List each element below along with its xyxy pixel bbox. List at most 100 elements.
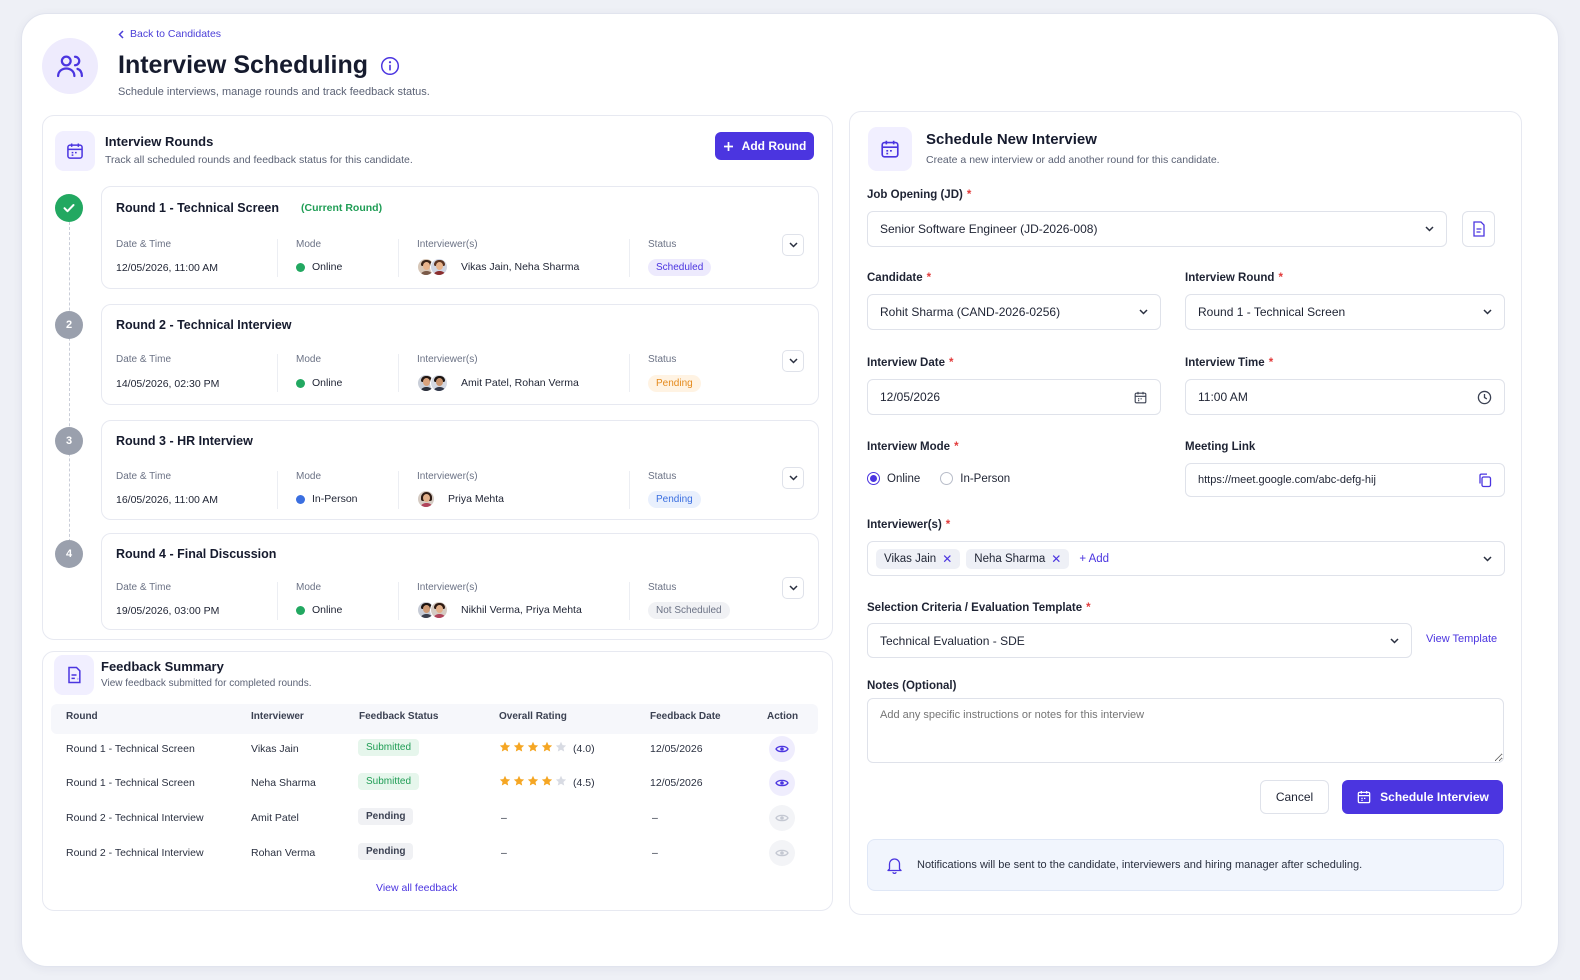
notes-label: Notes (Optional) — [867, 680, 957, 692]
view-template-link[interactable]: View Template — [1426, 633, 1498, 645]
round-card-3[interactable]: Round 3 - HR Interview Date & Time 16/05… — [101, 420, 819, 520]
round-interviewers: Nikhil Verma, Priya Mehta — [417, 601, 582, 619]
round-card-4[interactable]: Round 4 - Final Discussion Date & Time 1… — [101, 533, 819, 630]
col-action: Action — [767, 711, 799, 722]
mode-online-radio[interactable]: Online — [867, 472, 920, 485]
star-filled-icon — [541, 775, 553, 786]
users-icon — [42, 38, 98, 94]
eye-icon — [775, 814, 789, 822]
col-interviewer: Interviewer — [251, 711, 304, 722]
plus-icon — [723, 141, 734, 152]
copy-icon[interactable] — [1478, 472, 1492, 488]
chevron-down-icon — [788, 475, 798, 481]
interview-date-value: 12/05/2026 — [880, 390, 941, 404]
schedule-title: Schedule New Interview — [926, 131, 1097, 148]
mode-text: Online — [312, 377, 343, 389]
remove-chip-icon[interactable]: ✕ — [942, 551, 953, 566]
job-opening-value: Senior Software Engineer (JD-2026-008) — [880, 222, 1098, 236]
evaluation-template-select[interactable]: Technical Evaluation - SDE — [867, 623, 1412, 658]
cancel-button[interactable]: Cancel — [1260, 780, 1329, 814]
online-dot — [296, 605, 305, 615]
interview-date-input[interactable]: 12/05/2026 — [867, 379, 1161, 415]
avatar — [430, 601, 448, 619]
round-title: Round 1 - Technical Screen (Current Roun… — [116, 201, 382, 215]
rounds-title: Interview Rounds — [105, 134, 214, 149]
interview-time-label: Interview Time * — [1185, 357, 1274, 369]
col-feedback-status: Feedback Status — [359, 711, 439, 722]
divider — [398, 239, 399, 277]
status-badge: Pending — [648, 375, 701, 392]
view-feedback-button[interactable] — [769, 770, 795, 796]
schedule-interview-button[interactable]: Schedule Interview — [1342, 780, 1503, 814]
row-date: 12/05/2026 — [650, 743, 703, 755]
meeting-link-input[interactable]: https://meet.google.com/abc-defg-hij — [1185, 463, 1505, 497]
interview-time-input[interactable]: 11:00 AM — [1185, 379, 1505, 415]
interviewers-label: Interviewer(s) — [417, 471, 478, 482]
chevron-down-icon — [1483, 555, 1492, 562]
expand-round-button[interactable] — [782, 577, 804, 599]
round-datetime: 19/05/2026, 03:00 PM — [116, 605, 220, 617]
online-dot — [296, 378, 305, 388]
evaluation-template-value: Technical Evaluation - SDE — [880, 633, 1025, 648]
chevron-down-icon — [788, 358, 798, 364]
radio-unselected-icon — [940, 472, 954, 485]
radio-selected-icon — [867, 472, 880, 485]
status-badge: Pending — [648, 491, 701, 508]
interview-round-label: Interview Round * — [1185, 272, 1283, 284]
feedback-table-header — [51, 704, 818, 734]
expand-round-button[interactable] — [782, 234, 804, 256]
notice-text: Notifications will be sent to the candid… — [917, 859, 1363, 871]
view-all-feedback-link[interactable]: View all feedback — [376, 882, 458, 894]
row-status: Pending — [358, 808, 414, 825]
notes-textarea[interactable] — [867, 698, 1504, 763]
back-to-candidates-link[interactable]: Back to Candidates — [118, 28, 221, 40]
row-date: – — [652, 847, 658, 859]
mode-in-person-radio[interactable]: In-Person — [940, 472, 1010, 485]
round-1-name: Round 1 - Technical Screen — [116, 201, 280, 215]
remove-chip-icon[interactable]: ✕ — [1051, 551, 1062, 566]
rating-stars — [499, 775, 567, 787]
round-card-2[interactable]: Round 2 - Technical Interview Date & Tim… — [101, 304, 819, 405]
interviewer-chip: Vikas Jain ✕ — [876, 548, 961, 569]
eye-icon — [775, 745, 789, 753]
add-interviewer-link[interactable]: + Add — [1079, 552, 1110, 565]
info-icon[interactable] — [380, 56, 400, 76]
round-interviewers: Amit Patel, Rohan Verma — [417, 374, 579, 392]
interviewers-multiselect[interactable]: Vikas Jain ✕ Neha Sharma ✕ + Add — [867, 541, 1505, 576]
row-status: Pending — [358, 843, 414, 860]
feedback-status-badge: Submitted — [358, 773, 420, 790]
schedule-interview-label: Schedule Interview — [1380, 790, 1489, 804]
online-dot — [296, 262, 305, 272]
add-round-button[interactable]: Add Round — [715, 132, 814, 160]
interviewer-names: Priya Mehta — [448, 493, 505, 505]
page-title: Interview Scheduling — [118, 51, 400, 80]
feedback-status-badge: Submitted — [358, 739, 420, 756]
meeting-link-value: https://meet.google.com/abc-defg-hij — [1198, 474, 1376, 486]
bell-icon — [887, 858, 902, 874]
chevron-left-icon — [118, 29, 125, 39]
round-1-complete-check-icon — [55, 194, 83, 222]
interviewer-names: Amit Patel, Rohan Verma — [461, 377, 579, 389]
row-round: Round 1 - Technical Screen — [66, 777, 195, 789]
interviewers-label: Interviewer(s) — [417, 239, 478, 250]
round-datetime: 14/05/2026, 02:30 PM — [116, 378, 220, 390]
avatar — [430, 258, 448, 276]
divider — [629, 239, 630, 277]
round-card-1[interactable]: Round 1 - Technical Screen (Current Roun… — [101, 186, 819, 289]
round-mode: Online — [296, 261, 342, 273]
round-datetime: 12/05/2026, 11:00 AM — [116, 262, 218, 274]
view-jd-document-button[interactable] — [1462, 211, 1495, 247]
rating-value: (4.5) — [573, 777, 595, 789]
row-interviewer: Amit Patel — [251, 812, 299, 824]
round-3-name: Round 3 - HR Interview — [116, 434, 253, 448]
timeline-line — [69, 222, 70, 562]
view-feedback-button[interactable] — [769, 736, 795, 762]
divider — [277, 354, 278, 392]
expand-round-button[interactable] — [782, 350, 804, 372]
expand-round-button[interactable] — [782, 467, 804, 489]
candidate-select[interactable]: Rohit Sharma (CAND-2026-0256) — [867, 294, 1161, 330]
divider — [398, 354, 399, 392]
job-opening-select[interactable]: Senior Software Engineer (JD-2026-008) — [867, 211, 1447, 247]
interview-round-select[interactable]: Round 1 - Technical Screen — [1185, 294, 1505, 330]
round-mode: Online — [296, 604, 342, 616]
